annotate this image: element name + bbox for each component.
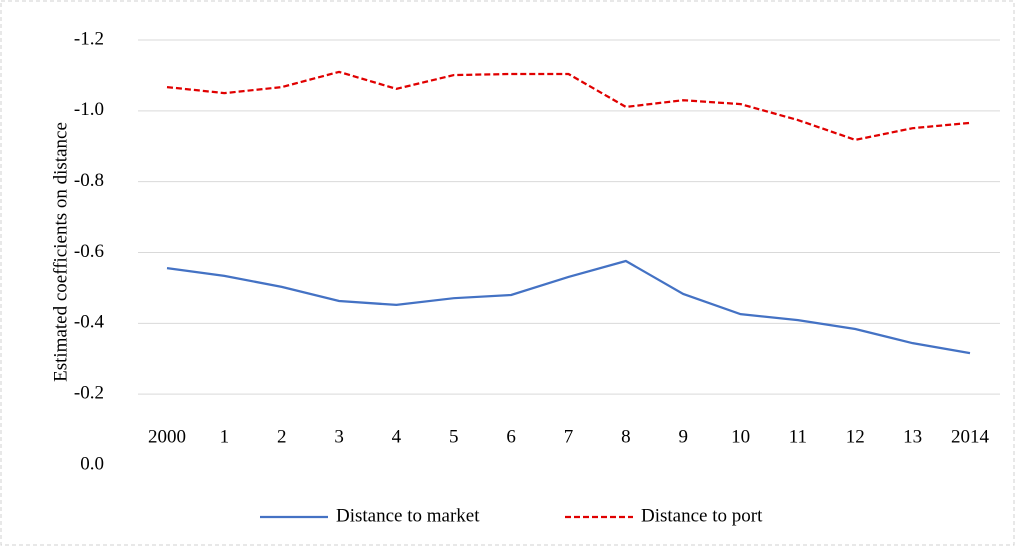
line-series [166,70,971,142]
y-tick-label: -0.6 [74,241,104,262]
x-tick-label: 13 [903,426,922,447]
x-tick-label: 2000 [148,426,186,447]
line-series [166,259,971,355]
x-tick-label: 5 [449,426,459,447]
y-tick-label: -0.4 [74,312,105,333]
x-tick-label: 12 [846,426,865,447]
x-tick-label: 11 [789,426,807,447]
y-tick-label: -0.2 [74,383,104,404]
x-tick-label: 1 [220,426,230,447]
x-tick-label: 6 [506,426,516,447]
x-tick-label: 4 [392,426,402,447]
x-tick-label: 10 [731,426,750,447]
y-axis-title: Estimated coefficients on distance [50,122,71,382]
x-tick-label: 9 [678,426,688,447]
y-tick-label: -1.2 [74,28,104,49]
legend-label: Distance to market [336,505,480,526]
x-tick-label: 8 [621,426,631,447]
x-tick-label: 3 [334,426,344,447]
y-tick-label: 0.0 [80,453,104,474]
x-tick-label: 7 [564,426,574,447]
y-tick-label: -1.0 [74,99,104,120]
y-tick-label: -0.8 [74,170,104,191]
x-tick-label: 2014 [951,426,990,447]
legend-label: Distance to port [641,505,763,526]
x-tick-label: 2 [277,426,287,447]
